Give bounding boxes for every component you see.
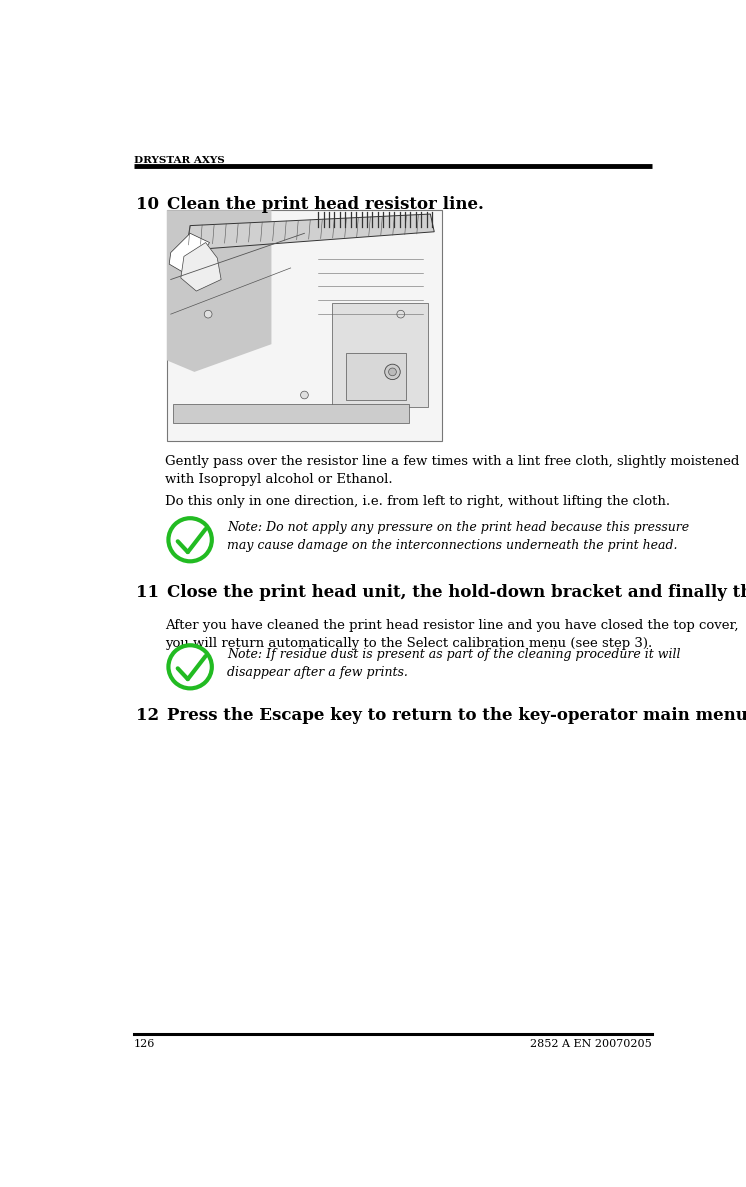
Ellipse shape xyxy=(327,408,347,419)
Polygon shape xyxy=(186,214,434,250)
Text: Clean the print head resistor line.: Clean the print head resistor line. xyxy=(167,196,483,214)
Text: 11: 11 xyxy=(136,584,159,602)
FancyBboxPatch shape xyxy=(167,210,442,442)
Text: Note: Do not apply any pressure on the print head because this pressure
may caus: Note: Do not apply any pressure on the p… xyxy=(228,521,689,552)
Circle shape xyxy=(204,310,212,318)
Text: Press the Escape key to return to the key-operator main menu.: Press the Escape key to return to the ke… xyxy=(167,706,746,724)
Polygon shape xyxy=(167,210,272,372)
Text: 126: 126 xyxy=(134,1039,155,1049)
Circle shape xyxy=(169,646,212,688)
Text: 2852 A EN 20070205: 2852 A EN 20070205 xyxy=(530,1039,652,1049)
Text: Note: If residue dust is present as part of the cleaning procedure it will
disap: Note: If residue dust is present as part… xyxy=(228,648,681,679)
Circle shape xyxy=(389,368,396,376)
Text: Close the print head unit, the hold-down bracket and finally the top cover.: Close the print head unit, the hold-down… xyxy=(167,584,746,602)
Text: 12: 12 xyxy=(136,706,159,724)
FancyBboxPatch shape xyxy=(345,354,407,400)
Text: After you have cleaned the print head resistor line and you have closed the top : After you have cleaned the print head re… xyxy=(166,620,739,650)
Circle shape xyxy=(301,392,308,399)
Polygon shape xyxy=(181,242,221,291)
Text: 10: 10 xyxy=(136,196,159,214)
Circle shape xyxy=(385,364,400,380)
FancyBboxPatch shape xyxy=(332,303,428,407)
Polygon shape xyxy=(173,405,409,423)
Circle shape xyxy=(397,310,404,318)
Text: DRYSTAR AXYS: DRYSTAR AXYS xyxy=(134,155,225,165)
Polygon shape xyxy=(169,234,210,272)
Text: Gently pass over the resistor line a few times with a lint free cloth, slightly : Gently pass over the resistor line a few… xyxy=(166,455,740,485)
Text: Do this only in one direction, i.e. from left to right, without lifting the clot: Do this only in one direction, i.e. from… xyxy=(166,495,671,508)
Circle shape xyxy=(169,519,212,561)
